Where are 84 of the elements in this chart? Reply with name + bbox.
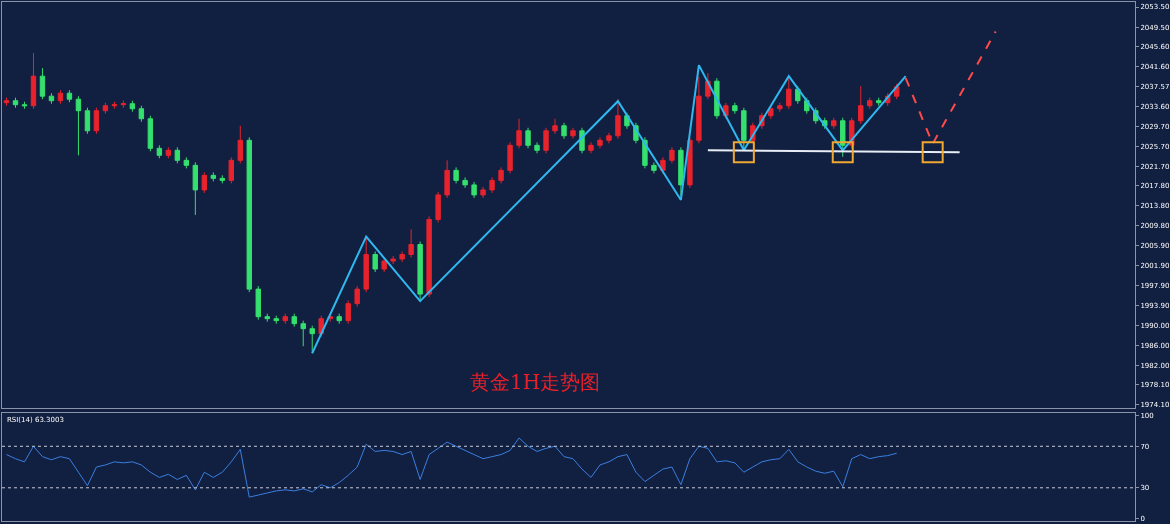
candlestick <box>588 141 594 154</box>
candlestick <box>408 228 414 259</box>
line-series <box>311 64 907 355</box>
candlestick <box>381 257 387 273</box>
candlestick <box>345 300 351 325</box>
candlestick <box>651 161 657 174</box>
candlestick <box>48 92 55 105</box>
candlestick <box>399 251 405 263</box>
candlestick <box>147 115 154 152</box>
candlestick <box>741 107 747 151</box>
candlestick <box>300 320 306 347</box>
candlestick <box>291 313 297 328</box>
candlestick <box>489 176 495 194</box>
candlestick <box>498 166 504 184</box>
candlestick <box>660 156 666 174</box>
candlestick <box>30 52 37 110</box>
candlestick <box>192 161 199 216</box>
candlestick <box>453 166 459 184</box>
candlestick <box>471 181 477 199</box>
candlestick <box>237 125 243 164</box>
candlestick <box>444 159 450 199</box>
candlestick <box>435 191 441 223</box>
candlestick <box>768 105 774 120</box>
candlestick <box>138 105 145 123</box>
candlestick <box>840 117 846 158</box>
candlestick <box>156 144 163 159</box>
candlestick <box>516 118 522 149</box>
candlestick <box>696 76 702 144</box>
candlestick <box>282 313 288 325</box>
candlestick <box>525 127 531 149</box>
candlestick <box>75 95 82 156</box>
candlestick <box>120 100 127 109</box>
candlestick <box>570 127 576 140</box>
candlestick <box>858 85 864 125</box>
candlestick <box>363 236 369 293</box>
candlestick <box>372 251 378 273</box>
candlestick <box>426 215 432 298</box>
candlestick <box>687 136 693 189</box>
line-series <box>6 437 898 498</box>
candlestick <box>273 315 279 325</box>
candlestick <box>777 102 783 113</box>
candlestick <box>876 97 882 107</box>
candlestick <box>12 97 19 109</box>
candlestick <box>561 122 567 140</box>
candlestick <box>183 156 190 169</box>
candlestick <box>552 118 558 135</box>
candlestick <box>228 156 234 184</box>
candlestick <box>354 285 360 308</box>
candlestick <box>462 176 468 189</box>
candlestick <box>39 67 46 100</box>
candlestick <box>21 101 28 110</box>
candlestick <box>255 285 261 321</box>
candlestick <box>264 313 270 323</box>
candlestick <box>669 146 675 164</box>
candlestick <box>219 174 226 184</box>
candlestick <box>543 127 549 154</box>
text: 黄金1H走势图 <box>470 370 601 394</box>
candlestick <box>93 107 100 135</box>
candlestick <box>867 97 873 110</box>
candlestick <box>417 241 423 302</box>
candlestick <box>129 100 136 113</box>
candlestick <box>678 146 684 197</box>
candlestick <box>57 89 64 105</box>
candlestick <box>174 146 181 164</box>
candlestick <box>201 171 208 194</box>
candlestick <box>615 98 621 140</box>
candlestick <box>831 117 837 130</box>
candlestick <box>480 186 486 199</box>
candlestick <box>3 97 10 107</box>
candlestick <box>579 127 585 154</box>
candlestick <box>66 89 73 103</box>
candlestick <box>102 102 109 115</box>
candlestick <box>165 146 172 159</box>
candlestick <box>606 132 612 144</box>
candlestick <box>507 141 513 174</box>
candlestick <box>336 313 342 325</box>
candlestick <box>84 107 91 135</box>
candlestick <box>111 101 118 110</box>
candlestick <box>732 102 738 115</box>
candlestick <box>597 136 603 149</box>
candlestick <box>246 136 252 293</box>
candlestick <box>210 171 217 182</box>
candlestick <box>534 141 540 154</box>
candlestick <box>390 255 396 265</box>
